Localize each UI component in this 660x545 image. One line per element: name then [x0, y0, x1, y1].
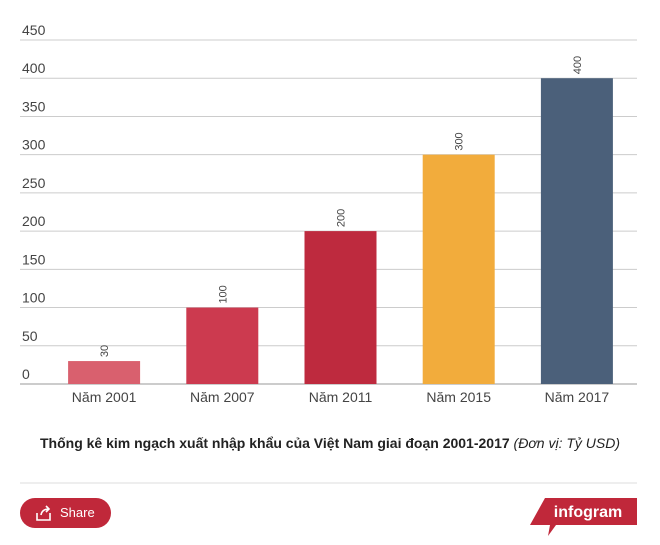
x-tick-label: Năm 2007 [190, 389, 255, 405]
value-label: 100 [217, 285, 229, 303]
share-icon [36, 505, 51, 521]
share-label[interactable]: Share [60, 505, 95, 520]
y-tick-label: 400 [22, 60, 46, 76]
x-tick-label: Năm 2001 [72, 389, 137, 405]
y-tick-label: 150 [22, 251, 46, 267]
value-label: 30 [99, 345, 111, 357]
y-tick-label: 300 [22, 137, 46, 153]
chart-subtitle: (Đơn vị: Tỷ USD) [514, 435, 620, 451]
chart-title: Thống kê kim ngạch xuất nhập khẩu của Vi… [40, 435, 510, 451]
y-tick-label: 350 [22, 98, 46, 114]
share-button[interactable]: Share [20, 498, 111, 528]
y-tick-label: 250 [22, 175, 46, 191]
value-label: 200 [336, 209, 348, 227]
bar [422, 154, 495, 384]
value-label: 400 [572, 56, 584, 74]
brand-label[interactable]: infogram [554, 504, 622, 521]
y-tick-label: 100 [22, 290, 46, 306]
y-tick-label: 50 [22, 328, 38, 344]
bar [68, 361, 141, 384]
x-tick-label: Năm 2011 [309, 389, 373, 405]
value-label: 300 [454, 132, 466, 150]
brand-bg [530, 498, 637, 536]
y-tick-label: 200 [22, 213, 46, 229]
x-tick-label: Năm 2015 [426, 389, 491, 405]
x-tick-label: Năm 2017 [545, 389, 610, 405]
bar [304, 231, 377, 384]
y-tick-label: 0 [22, 366, 30, 382]
brand-logo[interactable]: infogram [530, 498, 637, 536]
bar [540, 78, 613, 384]
chart-caption: Thống kê kim ngạch xuất nhập khẩu của Vi… [40, 435, 620, 451]
bar [186, 307, 259, 384]
y-tick-label: 450 [22, 22, 46, 38]
